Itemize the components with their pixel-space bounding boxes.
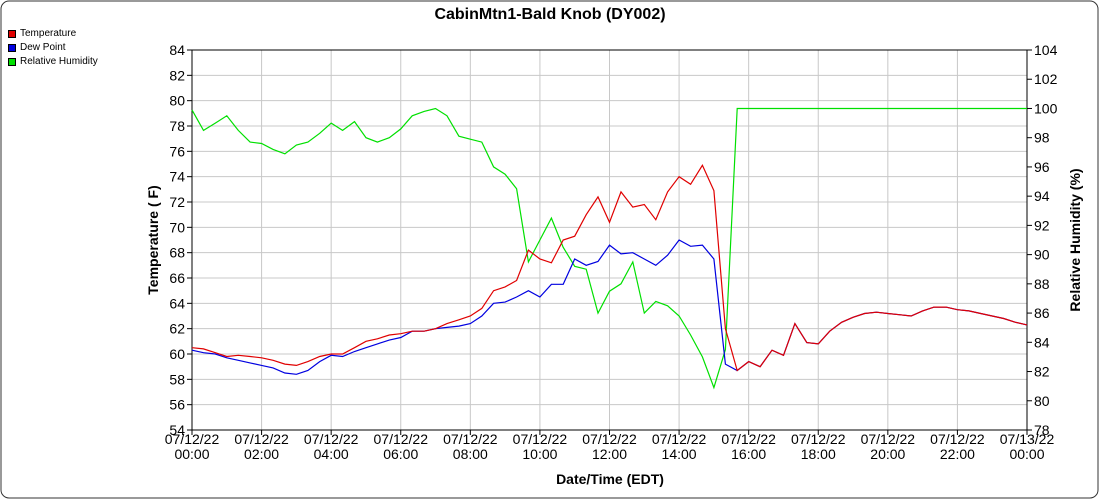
y-tick-label: 58 bbox=[169, 371, 185, 387]
y2-tick-label: 100 bbox=[1034, 100, 1058, 116]
y-tick-label: 76 bbox=[169, 143, 185, 159]
y-tick-label: 78 bbox=[169, 118, 185, 134]
y-tick-label: 82 bbox=[169, 67, 185, 83]
y-tick-label: 66 bbox=[169, 270, 185, 286]
y2-tick-label: 98 bbox=[1034, 130, 1050, 146]
y2-tick-label: 88 bbox=[1034, 276, 1050, 292]
y2-tick-label: 78 bbox=[1034, 422, 1050, 438]
x-tick-label: 07/12/22 22:00 bbox=[930, 431, 985, 462]
y-tick-label: 70 bbox=[169, 219, 185, 235]
x-tick-label: 07/12/22 20:00 bbox=[860, 431, 916, 462]
x-tick-label: 07/12/22 14:00 bbox=[651, 431, 707, 462]
y2-tick-label: 90 bbox=[1034, 247, 1050, 263]
x-axis-title: Date/Time (EDT) bbox=[556, 471, 664, 487]
x-tick-label: 07/12/22 16:00 bbox=[721, 431, 776, 462]
series-line bbox=[191, 107, 1027, 390]
y2-tick-label: 86 bbox=[1034, 305, 1050, 321]
x-tick-label: 07/12/22 06:00 bbox=[373, 431, 429, 462]
x-tick-label: 07/12/22 12:00 bbox=[582, 431, 637, 462]
legend-swatch bbox=[8, 58, 16, 66]
x-tick-label: 07/12/22 18:00 bbox=[791, 431, 846, 462]
y-tick-label: 72 bbox=[169, 194, 185, 210]
legend-label: Relative Humidity bbox=[20, 56, 98, 67]
x-tick-label: 07/12/22 08:00 bbox=[443, 431, 498, 462]
x-tick-label: 07/12/22 02:00 bbox=[234, 431, 289, 462]
y-tick-label: 74 bbox=[169, 169, 185, 185]
y-tick-label: 84 bbox=[169, 42, 185, 58]
y2-tick-label: 84 bbox=[1034, 334, 1050, 350]
legend-swatch bbox=[8, 44, 16, 52]
y-axis-title: Temperature ( F) bbox=[145, 185, 161, 294]
x-tick-label: 07/12/22 04:00 bbox=[303, 431, 359, 462]
x-tick-label: 07/13/22 00:00 bbox=[999, 431, 1055, 462]
y2-tick-label: 82 bbox=[1034, 364, 1050, 380]
y-tick-label: 80 bbox=[169, 93, 185, 109]
y-tick-label: 56 bbox=[169, 397, 185, 413]
y2-axis-title: Relative Humidity (%) bbox=[1067, 168, 1083, 311]
x-tick-label: 07/12/22 00:00 bbox=[164, 431, 220, 462]
y2-tick-label: 92 bbox=[1034, 217, 1050, 233]
y2-tick-label: 94 bbox=[1034, 188, 1050, 204]
y-tick-label: 62 bbox=[169, 321, 185, 337]
y2-tick-label: 80 bbox=[1034, 393, 1050, 409]
legend-label: Temperature bbox=[20, 28, 77, 39]
y-tick-label: 60 bbox=[169, 346, 185, 362]
legend-swatch bbox=[8, 30, 16, 38]
y-tick-label: 68 bbox=[169, 245, 185, 261]
y2-tick-label: 102 bbox=[1034, 71, 1058, 87]
y2-tick-label: 96 bbox=[1034, 159, 1050, 175]
plot-border bbox=[191, 49, 1028, 431]
chart-title: CabinMtn1-Bald Knob (DY002) bbox=[434, 6, 665, 23]
x-tick-label: 07/12/22 10:00 bbox=[512, 431, 568, 462]
y-tick-label: 64 bbox=[169, 295, 185, 311]
y2-tick-label: 104 bbox=[1034, 42, 1058, 58]
series-line bbox=[191, 164, 1028, 372]
y-tick-label: 54 bbox=[169, 422, 185, 438]
legend-label: Dew Point bbox=[20, 42, 66, 53]
